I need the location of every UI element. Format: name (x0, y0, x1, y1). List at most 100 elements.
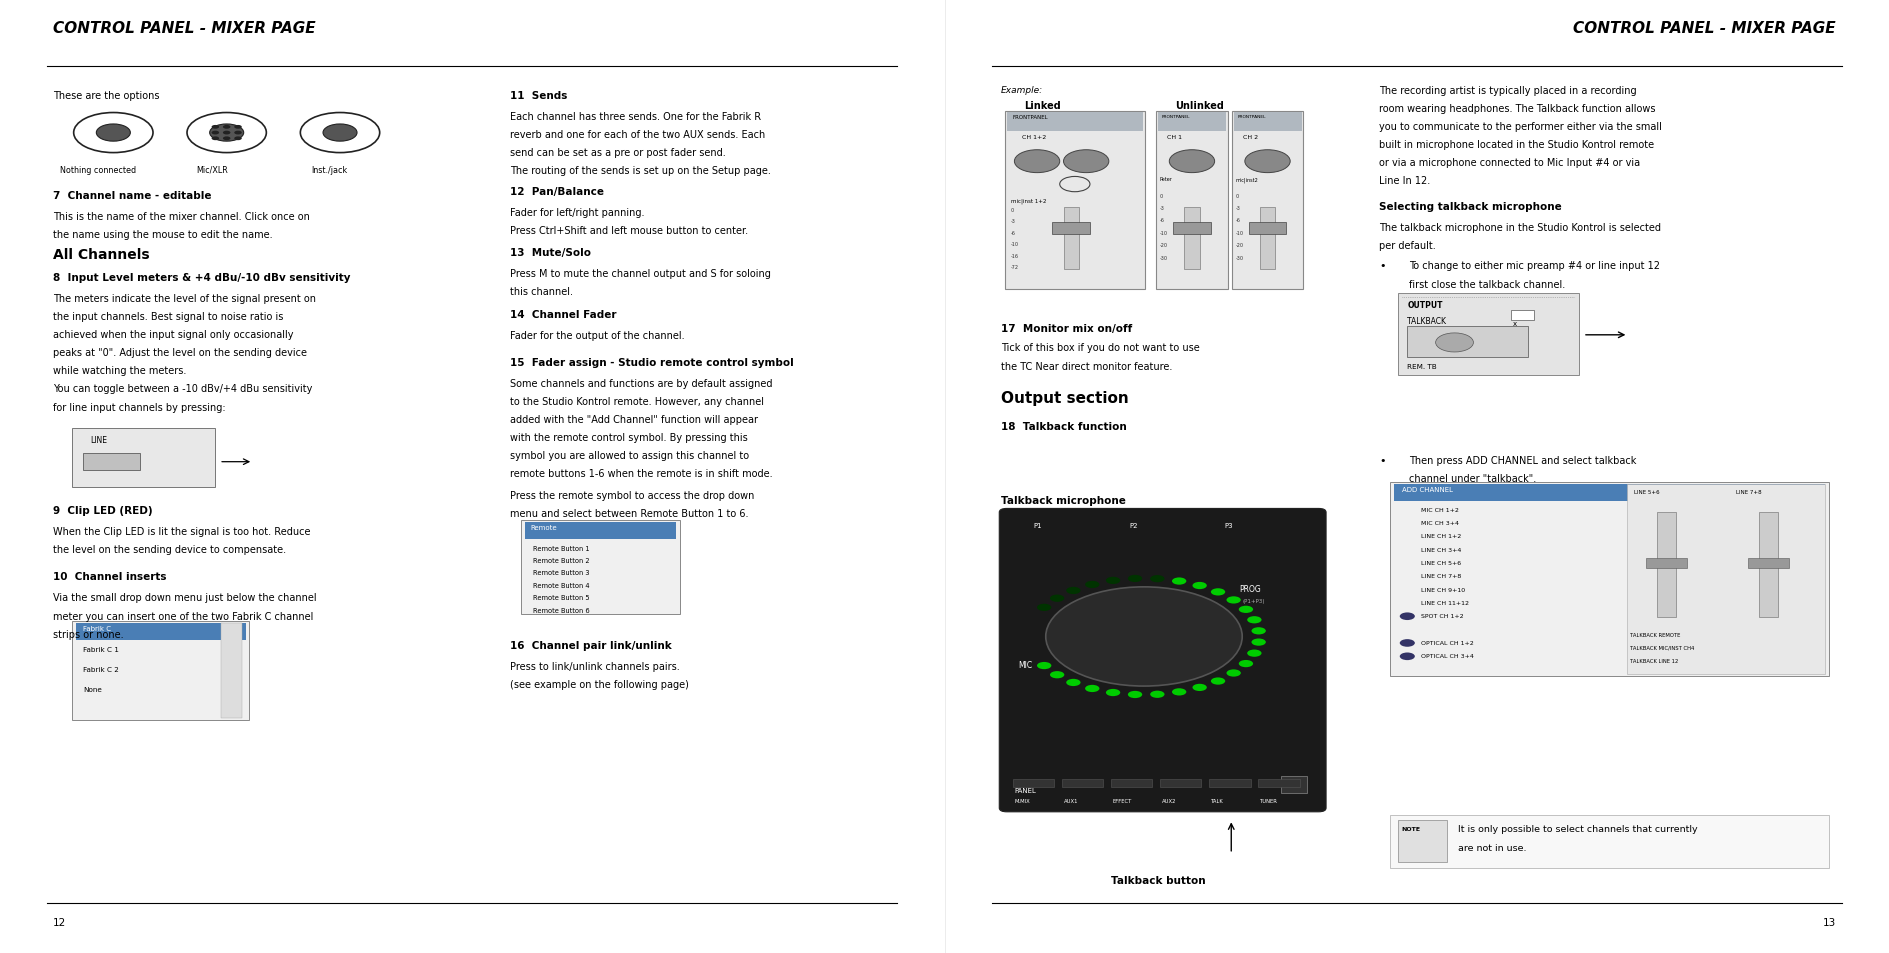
Text: -3: -3 (1235, 206, 1241, 211)
Text: -6: -6 (1160, 218, 1166, 223)
Circle shape (1105, 578, 1120, 584)
Text: Fader for the output of the channel.: Fader for the output of the channel. (510, 331, 684, 340)
Text: Talkback button: Talkback button (1111, 875, 1205, 884)
Text: Then press ADD CHANNEL and select talkback: Then press ADD CHANNEL and select talkba… (1409, 456, 1636, 465)
Text: TALKBACK: TALKBACK (1407, 316, 1449, 325)
Bar (1052, 223, 1090, 234)
Text: Press the remote symbol to access the drop down: Press the remote symbol to access the dr… (510, 491, 754, 500)
Text: The routing of the sends is set up on the Setup page.: The routing of the sends is set up on th… (510, 166, 771, 175)
Text: CONTROL PANEL - MIXER PAGE: CONTROL PANEL - MIXER PAGE (1574, 21, 1836, 36)
Bar (1645, 558, 1687, 568)
Text: TALKBACK MIC/INST CH4: TALKBACK MIC/INST CH4 (1630, 645, 1694, 650)
Text: 12  Pan/Balance: 12 Pan/Balance (510, 187, 604, 196)
Text: Fabrik C 1: Fabrik C 1 (83, 646, 119, 652)
Circle shape (1192, 684, 1207, 691)
Circle shape (1084, 581, 1099, 588)
FancyBboxPatch shape (1390, 815, 1829, 868)
Text: built in microphone located in the Studio Kontrol remote: built in microphone located in the Studi… (1379, 140, 1655, 150)
Text: FRONTPANEL: FRONTPANEL (1162, 115, 1190, 119)
Text: 8  Input Level meters & +4 dBu/-10 dBv sensitivity: 8 Input Level meters & +4 dBu/-10 dBv se… (53, 273, 349, 282)
Circle shape (1047, 587, 1243, 686)
Text: None: None (83, 686, 102, 692)
Text: Linked: Linked (1024, 101, 1060, 111)
Text: -20: -20 (1235, 243, 1243, 248)
Text: 15  Fader assign - Studio remote control symbol: 15 Fader assign - Studio remote control … (510, 357, 793, 367)
FancyBboxPatch shape (1005, 112, 1145, 290)
Text: LINE 7+8: LINE 7+8 (1736, 490, 1762, 495)
Text: AUX2: AUX2 (1162, 799, 1177, 803)
Text: REM. TB: REM. TB (1407, 364, 1438, 370)
Text: Nothing connected: Nothing connected (60, 166, 136, 174)
Text: menu and select between Remote Button 1 to 6.: menu and select between Remote Button 1 … (510, 509, 748, 518)
Circle shape (210, 125, 244, 142)
Text: LINE CH 5+6: LINE CH 5+6 (1421, 560, 1460, 565)
Circle shape (1252, 639, 1266, 646)
Text: strips or none.: strips or none. (53, 629, 123, 639)
Circle shape (1065, 679, 1081, 686)
Text: You can toggle between a -10 dBv/+4 dBu sensitivity: You can toggle between a -10 dBv/+4 dBu … (53, 384, 312, 394)
Text: mic|inst2: mic|inst2 (1235, 177, 1258, 183)
Text: FRONTPANEL: FRONTPANEL (1013, 115, 1048, 120)
Circle shape (1400, 639, 1415, 647)
Text: remote buttons 1-6 when the remote is in shift mode.: remote buttons 1-6 when the remote is in… (510, 469, 773, 478)
Bar (1249, 223, 1286, 234)
Circle shape (1239, 606, 1252, 614)
Text: the level on the sending device to compensate.: the level on the sending device to compe… (53, 544, 285, 554)
Text: -10: -10 (1160, 231, 1167, 235)
Text: 7  Channel name - editable: 7 Channel name - editable (53, 191, 212, 200)
FancyBboxPatch shape (521, 520, 680, 615)
Text: send can be set as a pre or post fader send.: send can be set as a pre or post fader s… (510, 148, 725, 157)
Circle shape (1050, 595, 1064, 602)
FancyBboxPatch shape (1156, 112, 1228, 290)
Text: To change to either mic preamp #4 or line input 12: To change to either mic preamp #4 or lin… (1409, 261, 1660, 271)
Bar (1209, 780, 1251, 787)
Text: P3: P3 (1224, 522, 1234, 528)
Circle shape (212, 137, 219, 141)
Text: Remote Button 2: Remote Button 2 (533, 558, 589, 563)
Text: mic|inst 1+2: mic|inst 1+2 (1011, 198, 1047, 204)
Text: When the Clip LED is lit the signal is too hot. Reduce: When the Clip LED is lit the signal is t… (53, 526, 310, 536)
Bar (1511, 311, 1534, 320)
Circle shape (1084, 685, 1099, 693)
Text: (P1+P3): (P1+P3) (1243, 598, 1266, 603)
Text: P1: P1 (1033, 522, 1043, 528)
Text: Remote Button 4: Remote Button 4 (533, 582, 589, 588)
Text: CH 1: CH 1 (1167, 135, 1183, 140)
Text: are not in use.: are not in use. (1458, 843, 1526, 852)
Bar (1258, 780, 1300, 787)
Circle shape (212, 126, 219, 130)
Circle shape (323, 125, 357, 142)
Text: achieved when the input signal only occasionally: achieved when the input signal only occa… (53, 330, 293, 339)
Text: -30: -30 (1160, 255, 1167, 260)
Text: TALKBACK REMOTE: TALKBACK REMOTE (1630, 632, 1681, 637)
Text: 14  Channel Fader: 14 Channel Fader (510, 310, 616, 319)
Text: -3: -3 (1160, 206, 1166, 211)
Text: 16  Channel pair link/unlink: 16 Channel pair link/unlink (510, 640, 672, 650)
Circle shape (1400, 613, 1415, 620)
Text: Via the small drop down menu just below the channel: Via the small drop down menu just below … (53, 593, 317, 602)
Text: OPTICAL CH 3+4: OPTICAL CH 3+4 (1421, 654, 1473, 659)
Text: first close the talkback channel.: first close the talkback channel. (1409, 279, 1566, 289)
Text: All Channels: All Channels (53, 248, 149, 262)
FancyBboxPatch shape (72, 429, 215, 488)
Text: 11  Sends: 11 Sends (510, 91, 567, 100)
Text: -6: -6 (1235, 218, 1241, 223)
Text: OUTPUT: OUTPUT (1407, 301, 1443, 310)
Circle shape (96, 125, 130, 142)
Text: SPOT CH 1+2: SPOT CH 1+2 (1421, 614, 1464, 618)
Bar (1260, 208, 1275, 270)
FancyBboxPatch shape (72, 621, 249, 720)
Text: with the remote control symbol. By pressing this: with the remote control symbol. By press… (510, 433, 748, 442)
Bar (1062, 780, 1103, 787)
Text: Fader for left/right panning.: Fader for left/right panning. (510, 208, 644, 217)
Circle shape (1064, 151, 1109, 173)
Circle shape (1037, 604, 1052, 612)
Text: PANEL: PANEL (1014, 787, 1037, 793)
Text: CH 2: CH 2 (1243, 135, 1258, 140)
Text: 18  Talkback function: 18 Talkback function (1001, 421, 1128, 431)
Circle shape (1400, 653, 1415, 660)
Text: -10: -10 (1235, 231, 1243, 235)
Text: The talkback microphone in the Studio Kontrol is selected: The talkback microphone in the Studio Ko… (1379, 223, 1660, 233)
Text: Remote Button 5: Remote Button 5 (533, 595, 589, 600)
Bar (1394, 484, 1825, 501)
